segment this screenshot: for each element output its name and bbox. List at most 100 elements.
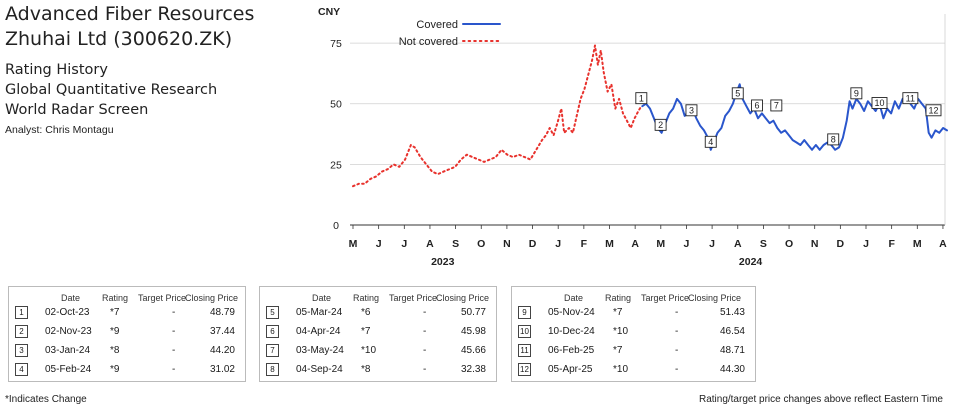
- row-date: 02-Oct-23: [45, 307, 90, 318]
- row-closing-price: 45.66: [460, 345, 486, 356]
- month-label: M: [605, 238, 614, 250]
- row-rating: *7: [110, 307, 120, 318]
- table-row: 4 05-Feb-24 *9 - 31.02: [9, 363, 245, 379]
- table-header-rating: Rating: [102, 293, 129, 303]
- row-date: 03-Jan-24: [45, 345, 91, 356]
- row-target-price: -: [172, 326, 176, 337]
- row-date: 05-Nov-24: [548, 307, 595, 318]
- table-row: 10 10-Dec-24 *10 - 46.54: [512, 325, 755, 341]
- y-tick-label: 75: [330, 38, 342, 50]
- row-number-box: 8: [266, 363, 279, 376]
- rating-marker-box: [770, 99, 783, 112]
- row-date: 10-Dec-24: [548, 326, 595, 337]
- month-label: J: [684, 238, 690, 250]
- row-rating: *10: [361, 345, 377, 356]
- rating-marker-box: [902, 92, 919, 105]
- month-label: M: [349, 238, 358, 250]
- month-label: J: [863, 238, 869, 250]
- rating-marker-box: [925, 104, 942, 117]
- month-label: O: [477, 238, 485, 250]
- table-row: 2 02-Nov-23 *9 - 37.44: [9, 325, 245, 341]
- table-row: 7 03-May-24 *10 - 45.66: [260, 344, 496, 360]
- month-label: D: [529, 238, 537, 250]
- row-rating: *6: [361, 307, 371, 318]
- table-row: 8 04-Sep-24 *8 - 32.38: [260, 363, 496, 379]
- subtitle-line: Rating History: [5, 62, 108, 78]
- row-date: 04-Sep-24: [296, 364, 343, 375]
- row-number-box: 10: [518, 325, 531, 338]
- row-target-price: -: [423, 345, 427, 356]
- row-date: 06-Feb-25: [548, 345, 595, 356]
- month-label: A: [734, 238, 742, 250]
- month-label: A: [939, 238, 947, 250]
- row-rating: *10: [613, 364, 629, 375]
- row-rating: *8: [110, 345, 120, 356]
- rating-marker-label: 8: [831, 135, 836, 145]
- row-number-box: 4: [15, 363, 28, 376]
- row-date: 05-Mar-24: [296, 307, 343, 318]
- row-target-price: -: [675, 364, 679, 375]
- subtitle-block: Rating History Global Quantitative Resea…: [5, 60, 217, 120]
- row-target-price: -: [172, 364, 176, 375]
- row-rating: *9: [110, 326, 120, 337]
- month-label: J: [709, 238, 715, 250]
- row-date: 04-Apr-24: [296, 326, 341, 337]
- month-label: A: [426, 238, 434, 250]
- table-row: 11 06-Feb-25 *7 - 48.71: [512, 344, 755, 360]
- subtitle-line: World Radar Screen: [5, 102, 149, 118]
- row-closing-price: 50.77: [460, 307, 486, 318]
- row-target-price: -: [423, 364, 427, 375]
- table-header-rating: Rating: [353, 293, 380, 303]
- row-target-price: -: [675, 326, 679, 337]
- month-label: A: [631, 238, 639, 250]
- rating-marker-label: 7: [774, 101, 779, 111]
- series-line-not-covered: [352, 44, 643, 188]
- y-axis-label: CNY: [318, 6, 340, 18]
- row-number-box: 12: [518, 363, 531, 376]
- table-row: 3 03-Jan-24 *8 - 44.20: [9, 344, 245, 360]
- y-tick-label: 50: [330, 99, 342, 111]
- month-label: M: [913, 238, 922, 250]
- row-number-box: 2: [15, 325, 28, 338]
- row-closing-price: 48.79: [209, 307, 235, 318]
- month-label: J: [376, 238, 382, 250]
- row-target-price: -: [675, 345, 679, 356]
- rating-marker-label: 11: [906, 93, 915, 103]
- month-label: J: [555, 238, 561, 250]
- subtitle-line: Global Quantitative Research: [5, 82, 218, 98]
- row-rating: *7: [613, 307, 623, 318]
- month-label: D: [837, 238, 845, 250]
- rating-marker-label: 9: [854, 89, 859, 99]
- rating-marker-box: [731, 87, 744, 100]
- year-label: 2023: [431, 256, 455, 268]
- legend-label: Covered: [416, 19, 458, 31]
- table-row: 1 02-Oct-23 *7 - 48.79: [9, 306, 245, 322]
- row-number-box: 3: [15, 344, 28, 357]
- row-date: 05-Feb-24: [45, 364, 92, 375]
- y-tick-label: 0: [333, 220, 339, 232]
- table-header-target-price: Target Price: [389, 293, 438, 303]
- row-date: 02-Nov-23: [45, 326, 92, 337]
- row-rating: *7: [361, 326, 371, 337]
- row-target-price: -: [423, 326, 427, 337]
- table-header-closing-price: Closing Price: [185, 293, 239, 303]
- table-header-closing-price: Closing Price: [436, 293, 490, 303]
- table-header-date: Date: [61, 293, 81, 303]
- row-closing-price: 32.38: [460, 364, 486, 375]
- row-number-box: 9: [518, 306, 531, 319]
- row-closing-price: 44.30: [719, 364, 745, 375]
- month-label: O: [785, 238, 793, 250]
- row-target-price: -: [675, 307, 679, 318]
- row-rating: *7: [613, 345, 623, 356]
- table-header-target-price: Target Price: [641, 293, 690, 303]
- row-date: 03-May-24: [296, 345, 344, 356]
- row-closing-price: 51.43: [719, 307, 745, 318]
- row-target-price: -: [172, 345, 176, 356]
- row-closing-price: 45.98: [460, 326, 486, 337]
- legend-label: Not covered: [399, 36, 458, 48]
- month-label: F: [888, 238, 895, 250]
- row-date: 05-Apr-25: [548, 364, 593, 375]
- table-header-rating: Rating: [605, 293, 632, 303]
- rating-marker-label: 1: [639, 93, 644, 103]
